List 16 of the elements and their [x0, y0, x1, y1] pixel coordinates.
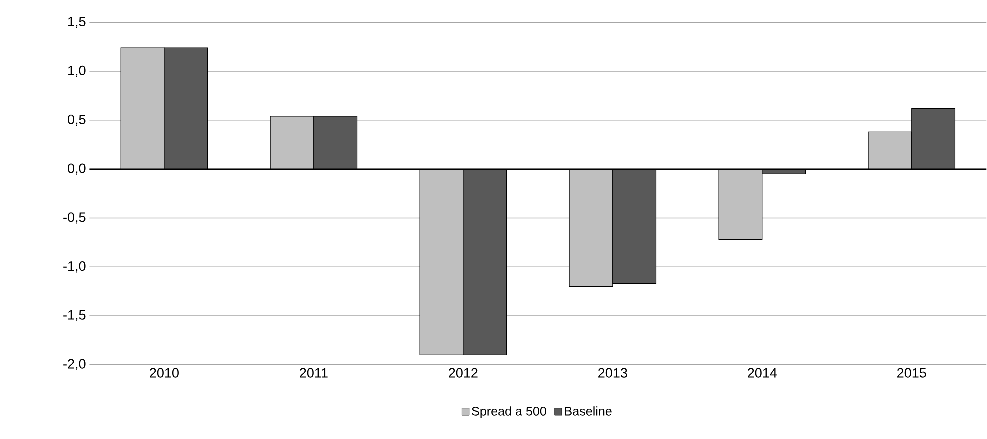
y-tick-label: 0,0 — [68, 164, 86, 175]
x-tick-label: 2015 — [898, 368, 926, 378]
x-tick-label: 2014 — [748, 368, 778, 378]
x-tick-label: 2011 — [300, 368, 328, 378]
y-tick-label: 1,0 — [68, 66, 86, 77]
x-tick-label: 2012 — [449, 368, 478, 378]
legend-label: Spread a 500 — [472, 406, 546, 418]
y-tick-label: -2,0 — [64, 359, 86, 370]
x-tick-label: 2013 — [598, 368, 628, 378]
y-tick-label: 1,5 — [68, 17, 86, 28]
x-tick-label: 2010 — [150, 368, 179, 378]
y-tick-label: 0,5 — [68, 114, 86, 126]
y-tick-label: -1,0 — [64, 261, 86, 273]
y-tick-label: -1,5 — [64, 310, 86, 322]
legend-label: Baseline — [565, 406, 612, 416]
y-tick-label: -0,5 — [64, 212, 86, 224]
